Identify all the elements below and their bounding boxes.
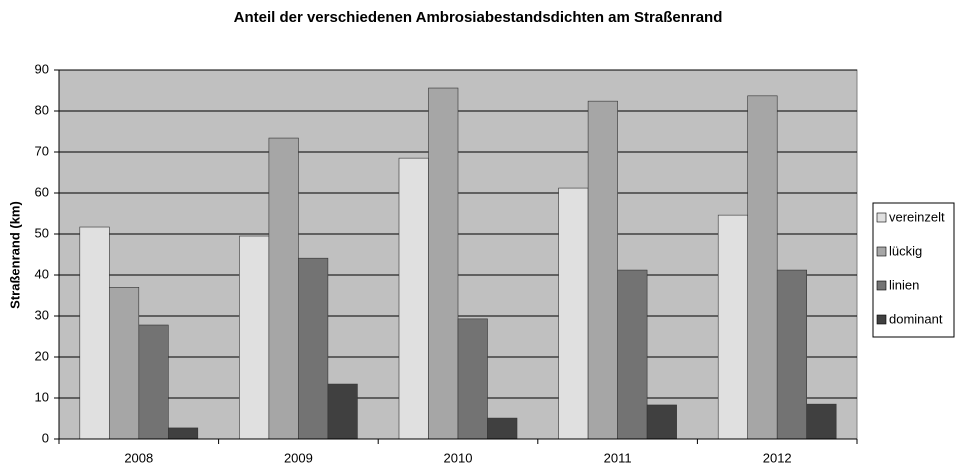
bar <box>617 269 648 440</box>
legend-swatch <box>876 314 887 325</box>
bar <box>558 187 589 440</box>
x-tick-label: 2008 <box>124 450 153 465</box>
bar <box>646 404 677 440</box>
x-tick-label: 2010 <box>444 450 473 465</box>
bar <box>717 214 749 440</box>
y-tick-label: 20 <box>35 348 49 363</box>
y-tick-label: 40 <box>35 266 49 281</box>
y-tick-label: 50 <box>35 225 49 240</box>
bar <box>457 318 488 440</box>
y-axis-title: Straßenrand (km) <box>7 201 22 309</box>
y-tick-label: 80 <box>35 102 49 117</box>
legend-swatch <box>876 212 887 223</box>
bar <box>109 286 140 440</box>
bar <box>747 95 778 440</box>
legend-label: linien <box>889 277 919 292</box>
bar <box>138 324 169 440</box>
bar <box>239 235 270 440</box>
y-tick-label: 10 <box>35 389 49 404</box>
bar <box>487 417 518 440</box>
y-tick-label: 60 <box>35 184 49 199</box>
bar <box>298 257 329 440</box>
y-tick-label: 30 <box>35 307 49 322</box>
bar <box>587 100 618 440</box>
y-tick-label: 0 <box>42 430 49 445</box>
bar <box>806 403 837 440</box>
x-tick-label: 2011 <box>604 450 632 465</box>
bar <box>428 87 459 440</box>
legend-label: vereinzelt <box>889 209 945 224</box>
legend-label: dominant <box>889 311 943 326</box>
legend-swatch <box>876 246 887 257</box>
y-tick-label: 70 <box>35 143 49 158</box>
bar <box>776 269 808 440</box>
legend-label: lückig <box>889 243 922 258</box>
legend-box <box>872 202 955 338</box>
x-tick-label: 2012 <box>763 450 792 465</box>
bar <box>79 226 110 440</box>
bar <box>168 427 199 440</box>
x-tick-label: 2009 <box>284 450 313 465</box>
y-tick-label: 90 <box>35 61 49 76</box>
bar <box>398 157 429 440</box>
bar <box>268 137 299 440</box>
bar <box>327 383 358 440</box>
legend-swatch <box>876 280 887 291</box>
chart-title: Anteil der verschiedenen Ambrosiabestand… <box>234 9 723 26</box>
